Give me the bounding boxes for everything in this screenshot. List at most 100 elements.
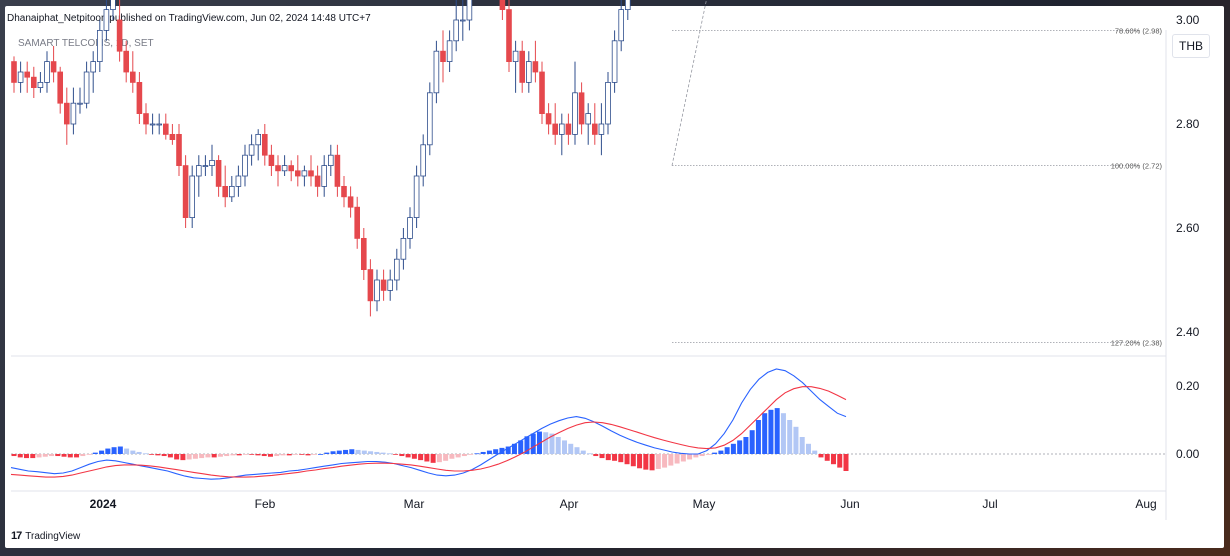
macd-histogram-bar [737, 440, 743, 454]
candle-body [44, 61, 50, 83]
candle-body [367, 269, 374, 302]
macd-tick-label: 0.20 [1176, 379, 1200, 393]
candle-body [116, 19, 123, 52]
macd-histogram-bar [167, 454, 173, 458]
candle-body [532, 61, 539, 73]
candle-body [400, 237, 407, 260]
macd-histogram-bar [693, 454, 699, 458]
fib-level-label: 78.60% (2.98) [1115, 26, 1163, 35]
macd-histogram-bar [242, 454, 248, 455]
time-tick-label: 2024 [90, 497, 117, 511]
macd-histogram-bar [92, 452, 98, 454]
time-tick-label: Feb [255, 497, 276, 511]
macd-histogram-bar [174, 454, 180, 460]
macd-histogram-bar [799, 437, 805, 454]
candle-body [57, 71, 63, 104]
macd-histogram-bar [267, 454, 273, 457]
brand-label: TradingView [25, 530, 81, 542]
macd-histogram-bar [24, 454, 30, 459]
macd-histogram-bar [587, 453, 593, 455]
candle-body [433, 50, 440, 94]
macd-histogram-bar [837, 454, 843, 468]
macd-histogram-bar [668, 454, 674, 466]
macd-histogram-bar [461, 454, 467, 457]
macd-histogram-bar [293, 454, 299, 455]
macd-histogram-bar [468, 454, 474, 455]
macd-histogram-bar [624, 454, 630, 465]
macd-histogram-bar [530, 433, 536, 454]
macd-histogram-bar [311, 454, 317, 455]
macd-histogram-bar [186, 454, 192, 460]
macd-histogram-bar [399, 454, 405, 457]
macd-histogram-bar [274, 454, 280, 457]
symbol-title[interactable]: SAMART TELCOMS, 1D, SET [18, 38, 154, 49]
macd-histogram-bar [524, 436, 530, 454]
macd-histogram-bar [318, 454, 324, 455]
macd-histogram-bar [236, 454, 242, 456]
macd-histogram-bar [280, 454, 286, 456]
macd-histogram-bar [499, 447, 505, 454]
macd-histogram-bar [368, 451, 374, 454]
macd-histogram-bar [793, 426, 799, 454]
macd-histogram-bar [443, 454, 449, 461]
candle-body [413, 175, 420, 218]
candle-body [459, 19, 466, 22]
macd-histogram-bar [230, 454, 236, 456]
candle-body [453, 19, 459, 42]
candle-body [123, 50, 130, 73]
candle-body [50, 61, 57, 73]
macd-histogram-bar [130, 450, 136, 454]
macd-histogram-bar [593, 454, 599, 457]
candle-body [321, 165, 327, 187]
macd-histogram-bar [712, 452, 718, 454]
macd-histogram-bar [655, 454, 661, 469]
candle-body [572, 92, 578, 135]
candle-body [24, 71, 30, 78]
macd-histogram-bar [386, 453, 392, 455]
macd-histogram-bar [11, 454, 17, 457]
candle-body [294, 170, 301, 177]
candle-body [268, 154, 275, 166]
macd-histogram-bar [699, 454, 705, 457]
candle-body [499, 0, 506, 10]
macd-histogram-bar [662, 454, 668, 468]
macd-histogram-bar [511, 443, 517, 454]
macd-histogram-bar [643, 454, 649, 470]
macd-histogram-bar [618, 454, 624, 463]
candle-body [618, 9, 624, 42]
macd-histogram-bar [217, 454, 223, 457]
macd-histogram-bar [136, 451, 142, 454]
price-tick-label: 2.40 [1176, 325, 1200, 339]
candle-body [37, 82, 44, 89]
candle-body [70, 102, 77, 125]
candle-body [519, 50, 525, 83]
candle-body [162, 123, 169, 135]
macd-histogram-bar [411, 454, 417, 459]
fib-level-label: 100.00% (2.72) [1111, 162, 1163, 171]
macd-histogram-bar [205, 454, 211, 458]
time-tick-label: Jul [982, 497, 997, 511]
macd-histogram-bar [574, 447, 580, 454]
macd-histogram-bar [430, 454, 436, 463]
macd-histogram-bar [105, 448, 111, 454]
macd-histogram-bar [393, 454, 399, 455]
macd-histogram-bar [405, 454, 411, 458]
macd-histogram-bar [480, 451, 486, 454]
candle-body [545, 113, 552, 125]
macd-histogram-bar [180, 454, 186, 461]
macd-histogram-bar [687, 454, 693, 460]
macd-histogram-bar [330, 451, 336, 454]
candle-body [466, 0, 473, 21]
signal-line [10, 386, 847, 478]
candle-body [512, 50, 519, 63]
candle-body [506, 9, 512, 62]
footer: 17 TradingView [11, 530, 80, 542]
macd-histogram-bar [55, 454, 61, 457]
currency-button[interactable]: THB [1172, 34, 1210, 58]
fib-level-label: 127.20% (2.38) [1111, 338, 1163, 347]
candle-body [446, 40, 453, 62]
macd-histogram-bar [812, 450, 818, 454]
macd-histogram-bar [380, 452, 386, 454]
candle-body [215, 159, 222, 187]
